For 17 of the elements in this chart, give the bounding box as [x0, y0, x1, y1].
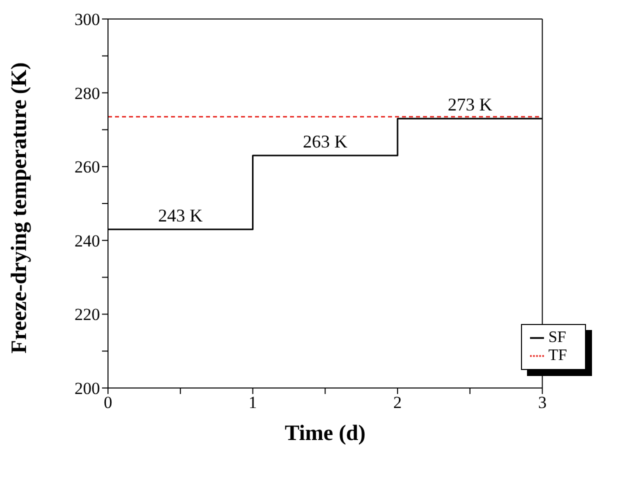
- x-tick-label: 0: [104, 393, 112, 412]
- y-tick-label: 220: [74, 305, 100, 324]
- annotation: 263 K: [302, 132, 348, 152]
- y-tick-label: 240: [74, 231, 100, 250]
- y-tick-label: 260: [74, 158, 100, 177]
- y-tick-label: 300: [74, 10, 100, 30]
- x-axis-title: Time (d): [284, 420, 366, 445]
- legend-label: TF: [548, 347, 567, 364]
- x-tick-label: 1: [248, 393, 258, 412]
- y-tick-label: 200: [74, 379, 100, 398]
- annotation: 243 K: [158, 205, 203, 226]
- x-tick-label: 2: [393, 393, 402, 412]
- annotation: 273 K: [448, 94, 492, 115]
- y-tick-label: 280: [74, 84, 100, 103]
- y-axis-title: Freeze-drying temperature (K): [6, 62, 31, 354]
- legend-label: SF: [548, 329, 566, 346]
- x-tick-label: 3: [538, 393, 547, 412]
